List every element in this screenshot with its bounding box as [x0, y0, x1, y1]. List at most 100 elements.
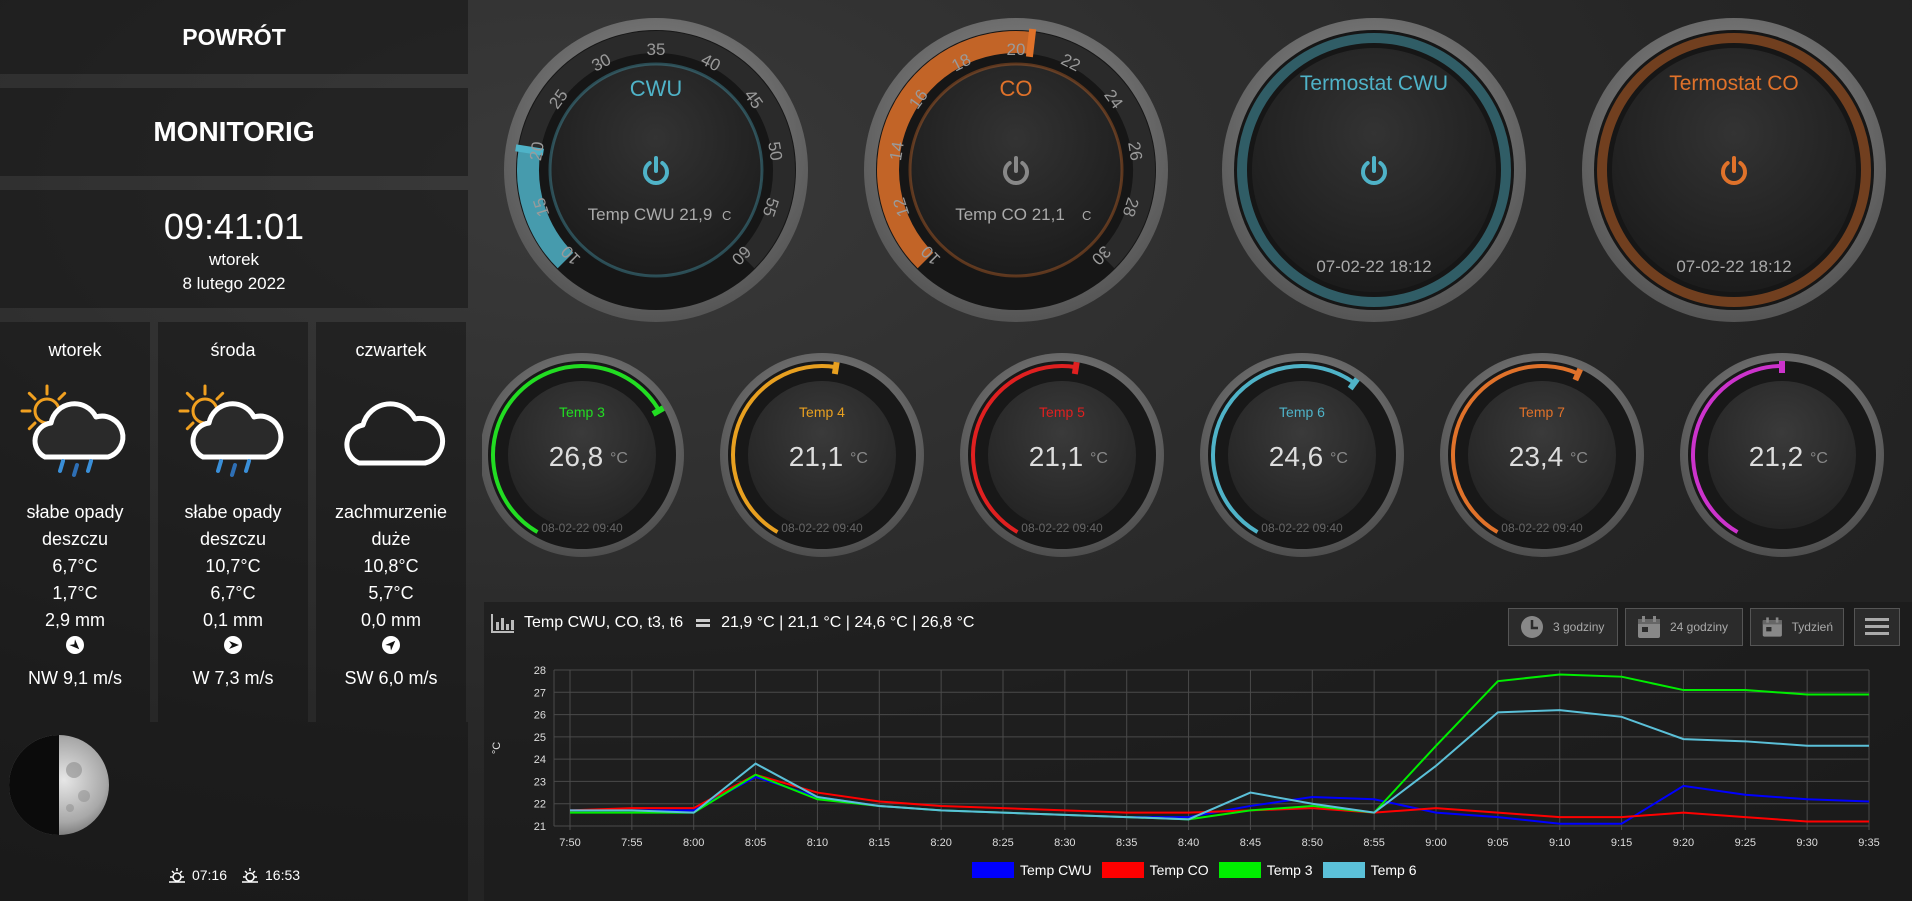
sensor-gauge-t5: Temp 5 21,1 °C 08-02-22 09:40: [960, 353, 1164, 557]
chart-menu-button[interactable]: [1854, 608, 1900, 646]
sun-times: 07:16 16:53: [0, 848, 468, 901]
legend-item-3[interactable]: Temp 6: [1322, 862, 1417, 878]
legend-swatch: [1218, 862, 1261, 878]
sensor-label: Temp 4: [799, 404, 845, 420]
thermostat-timestamp: 07-02-22 18:12: [1316, 257, 1431, 276]
power-icon[interactable]: [1003, 156, 1029, 185]
sensor-gauge-t3: Temp 3 26,8 °C 08-02-22 09:40: [482, 353, 684, 557]
power-icon[interactable]: [1721, 156, 1747, 185]
dial-tick-label: 20: [526, 140, 548, 162]
range-week-button[interactable]: Tydzień: [1750, 608, 1844, 646]
forecast-temp-min: 5,7°C: [368, 583, 414, 603]
chart-grid: [553, 669, 1870, 830]
dial-tick-label: 50: [764, 140, 786, 162]
x-tick-label: 8:10: [807, 837, 828, 849]
clock-icon: [1521, 616, 1543, 638]
range-3h-button[interactable]: 3 godziny: [1508, 608, 1618, 646]
sensor-label: Temp 7: [1519, 404, 1565, 420]
sensor-gauge-t8: 21,2 °C: [1680, 353, 1884, 557]
x-tick-label: 8:15: [869, 837, 890, 849]
sunrise-time: 07:16: [191, 866, 227, 883]
dial-tick-label: 15: [529, 195, 553, 219]
legend-label: Temp 6: [1370, 862, 1417, 878]
clock-date: 8 lutego 2022: [182, 274, 286, 293]
sensor-unit: °C: [850, 450, 868, 467]
thermostat-tco[interactable]: Termostat CO 07-02-22 18:12: [1582, 18, 1886, 322]
sun-cloud-rain-icon: [158, 379, 308, 489]
wind-w-icon: [158, 634, 308, 664]
dial-tick-label: 14: [886, 140, 908, 162]
moon-icon: [9, 735, 109, 835]
forecast-rain: 0,0 mm: [360, 610, 421, 630]
chart-title: Temp CWU, CO, t3, t6: [524, 614, 684, 631]
power-icon[interactable]: [1361, 156, 1387, 185]
series-line-0: [570, 775, 1870, 825]
range-24h-button[interactable]: 24 godziny: [1625, 608, 1743, 646]
y-tick-label: 27: [534, 687, 546, 699]
x-tick-label: 9:25: [1735, 837, 1756, 849]
forecast-wind: SW 6,0 m/s: [344, 668, 438, 688]
dial-tick-label: 12: [889, 195, 913, 219]
wind-sw-icon: [316, 634, 466, 664]
sensor-gauge-t4: Temp 4 21,1 °C 08-02-22 09:40: [720, 353, 924, 557]
thermostat-tcwu[interactable]: Termostat CWU 07-02-22 18:12: [1222, 18, 1526, 322]
x-tick-label: 8:05: [745, 837, 766, 849]
range-week-label: Tydzień: [1791, 620, 1833, 634]
page-title: MONITORIG: [0, 88, 468, 176]
sensor-value: 21,1: [789, 441, 844, 472]
calendar-icon: [1762, 617, 1782, 637]
x-tick-label: 9:15: [1611, 837, 1632, 849]
sensor-value: 23,4: [1509, 441, 1564, 472]
y-tick-label: 21: [534, 821, 546, 833]
range-24h-label: 24 godziny: [1670, 620, 1729, 634]
dial-tick-label: 35: [647, 40, 666, 59]
x-tick-label: 8:30: [1054, 837, 1075, 849]
sensor-label: Temp 6: [1279, 404, 1325, 420]
x-tick-label: 8:50: [1302, 837, 1323, 849]
forecast-wind: W 7,3 m/s: [192, 668, 274, 688]
forecast-day-2: czwartek zachmurzenie duże 10,8°C 5,7°C 0…: [316, 322, 466, 722]
sensor-label: Temp 5: [1039, 404, 1085, 420]
legend-item-0[interactable]: Temp CWU: [972, 862, 1092, 878]
series-line-1: [569, 773, 1869, 823]
legend-label: Temp CO: [1149, 862, 1209, 878]
thermostat-unit: C: [722, 208, 731, 223]
power-icon[interactable]: [643, 156, 669, 185]
x-tick-label: 8:00: [683, 837, 704, 849]
x-tick-label: 9:00: [1425, 837, 1446, 849]
series-line-2: [570, 673, 1869, 821]
back-button[interactable]: POWRÓT: [0, 0, 468, 74]
forecast-wind: NW 9,1 m/s: [27, 668, 122, 688]
legend-item-2[interactable]: Temp 3: [1218, 862, 1313, 878]
sensor-gauges: Temp 3 26,8 °C 08-02-22 09:40 Temp 4 21,1 °C 08…: [482, 353, 1884, 557]
forecast-temp-min: 1,7°C: [52, 583, 98, 603]
thermostat-reading: Temp CWU 21,9: [588, 205, 713, 224]
bar-chart-icon: [491, 614, 514, 633]
x-tick-label: 8:35: [1116, 837, 1137, 849]
forecast-temp-max: 10,7°C: [205, 556, 261, 576]
dial-tick-label: 55: [759, 195, 783, 219]
x-tick-label: 8:20: [930, 837, 951, 849]
legend-label: Temp CWU: [1020, 862, 1092, 878]
y-tick-label: 25: [534, 732, 546, 744]
thermostat-reading: Temp CO 21,1: [955, 205, 1065, 224]
x-tick-label: 7:50: [559, 837, 580, 849]
thermostat-timestamp: 07-02-22 18:12: [1676, 257, 1791, 276]
x-tick-label: 8:25: [992, 837, 1013, 849]
sunrise-icon: [168, 867, 185, 883]
forecast-temp-max: 10,8°C: [363, 556, 419, 576]
legend-item-1[interactable]: Temp CO: [1101, 862, 1209, 878]
sun-cloud-rain-icon: [0, 379, 150, 489]
equals-icon: [696, 619, 711, 627]
legend-swatch: [972, 862, 1014, 878]
calendar-icon: [1638, 616, 1660, 638]
range-3h-label: 3 godziny: [1553, 620, 1605, 634]
sensor-value: 21,1: [1029, 441, 1084, 472]
forecast-description: słabe opady deszczu: [184, 502, 282, 549]
wind-nw-icon: [0, 634, 150, 664]
legend-label: Temp 3: [1266, 862, 1313, 878]
dial-tick-label: 26: [1124, 140, 1146, 162]
